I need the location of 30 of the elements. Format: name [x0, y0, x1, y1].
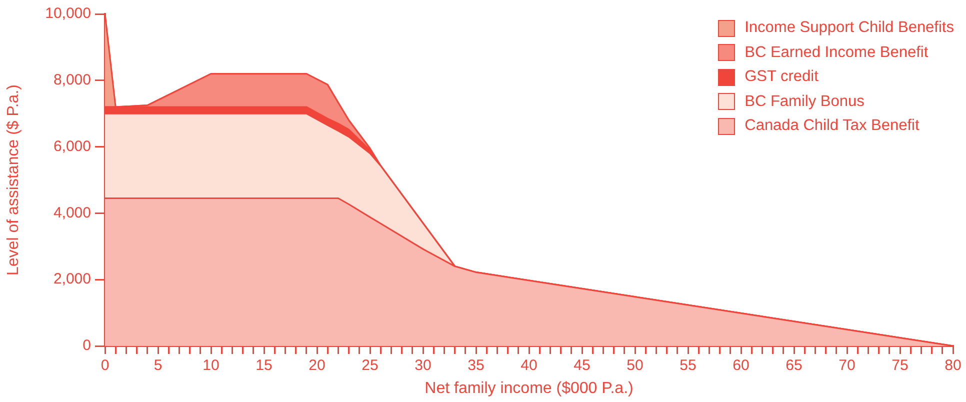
y-tick-label: 8,000 — [53, 72, 91, 89]
x-tick-label: 40 — [520, 357, 538, 374]
x-tick-label: 65 — [786, 357, 802, 374]
legend-label: BC Family Bonus — [744, 92, 864, 112]
x-tick-label: 80 — [944, 357, 962, 374]
y-tick-label: 0 — [82, 337, 91, 354]
y-axis-title: Level of assistance ($ P.a.) — [5, 84, 22, 276]
y-tick-label: 2,000 — [53, 270, 91, 288]
x-tick-label: 35 — [468, 357, 484, 374]
x-tick-label: 5 — [154, 357, 162, 374]
y-tick-label: 10,000 — [45, 5, 91, 22]
x-tick-label: 10 — [202, 357, 220, 374]
x-axis-title: Net family income ($000 P.a.) — [424, 380, 634, 397]
y-tick-label: 4,000 — [53, 204, 91, 222]
x-tick-label: 20 — [308, 357, 326, 374]
y-tick-label: 6,000 — [53, 138, 91, 155]
legend-label: Income Support Child Benefits — [744, 18, 954, 38]
x-tick-label: 15 — [256, 357, 272, 374]
x-tick-label: 60 — [732, 357, 750, 374]
legend-label: Canada Child Tax Benefit — [744, 116, 920, 136]
x-tick-label: 30 — [414, 357, 432, 374]
legend-label: BC Earned Income Benefit — [744, 42, 928, 62]
x-tick-label: 45 — [574, 357, 590, 374]
x-tick-label: 25 — [362, 357, 378, 374]
x-tick-label: 55 — [680, 357, 696, 374]
x-tick-label: 70 — [838, 357, 856, 374]
legend-label: GST credit — [744, 67, 818, 87]
x-tick-label: 50 — [626, 357, 644, 374]
x-tick-label: 75 — [892, 357, 908, 374]
x-tick-label: 0 — [100, 357, 110, 374]
